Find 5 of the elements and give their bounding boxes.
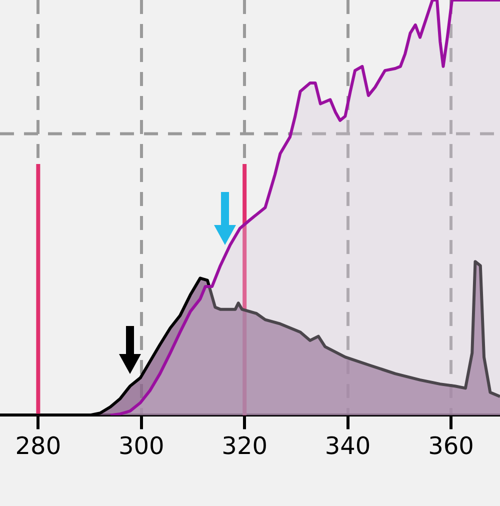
x-tick-label: 300 [118,432,164,460]
x-tick-label: 280 [15,432,62,460]
x-tick-label: 320 [222,432,268,460]
x-tick-label: 360 [428,432,474,460]
x-tick-label: 340 [324,432,371,460]
